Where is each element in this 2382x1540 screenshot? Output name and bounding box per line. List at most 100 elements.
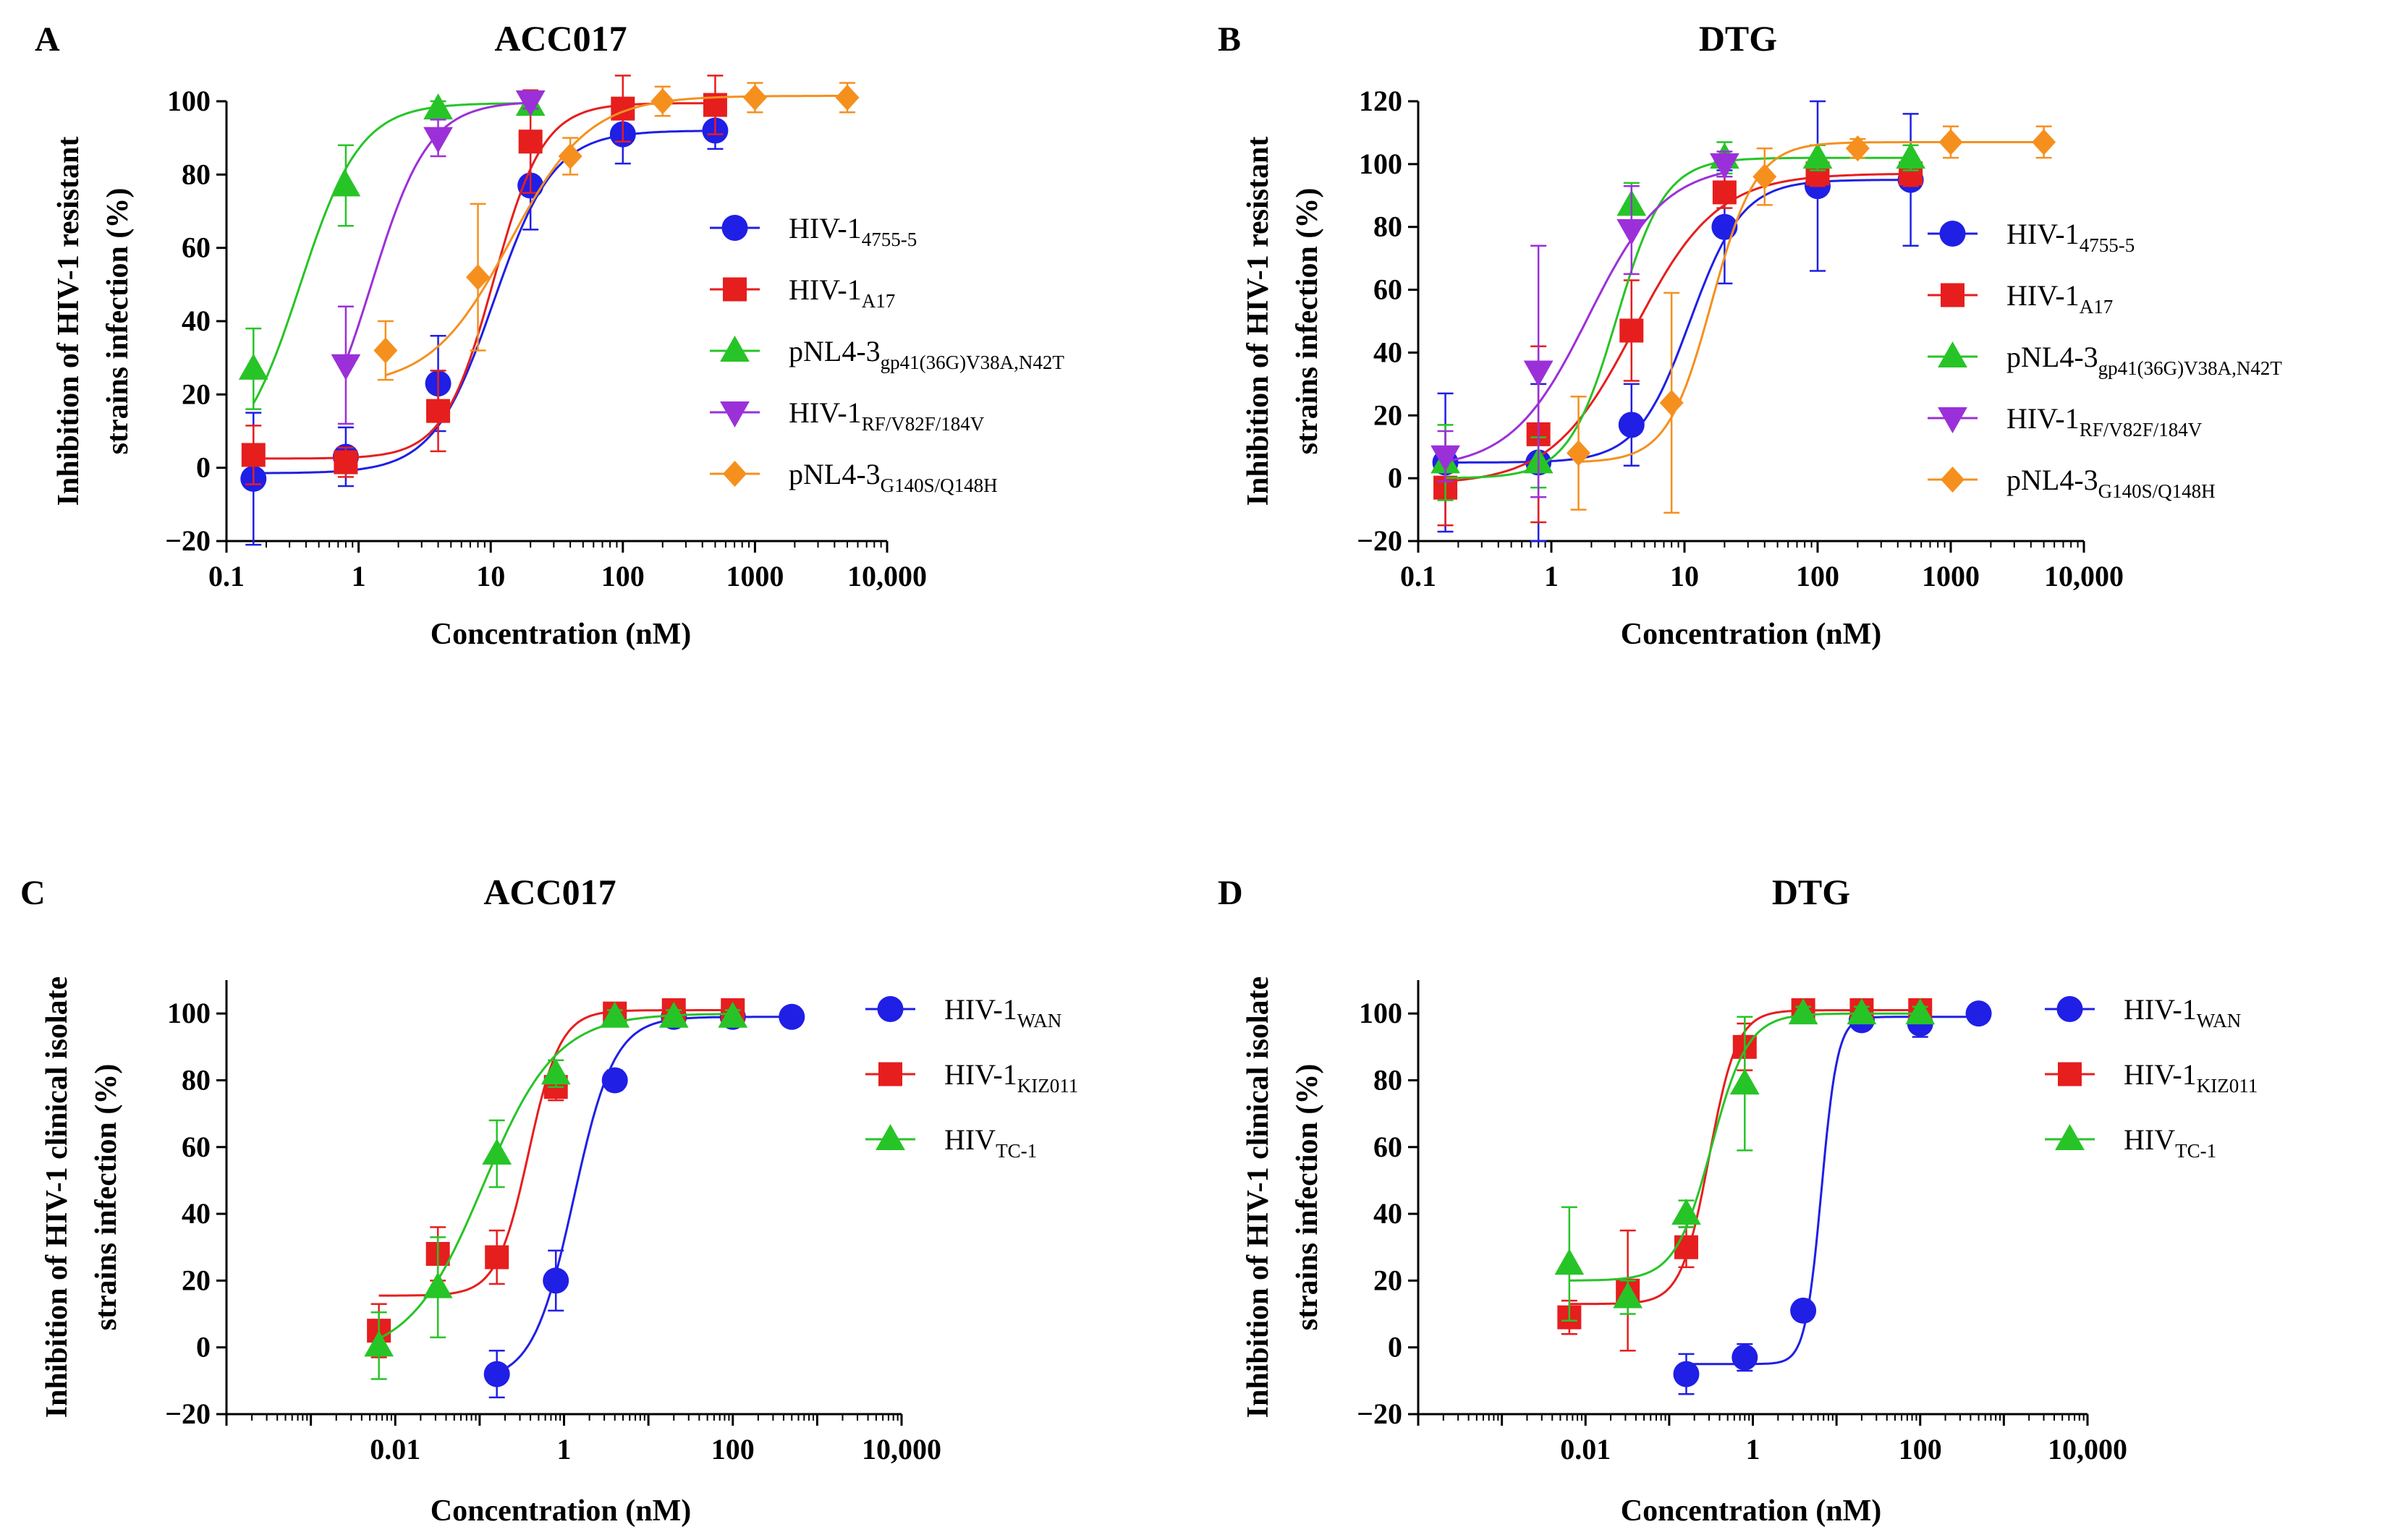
panel-c-data-point (364, 1330, 394, 1357)
panel-b-series-4 (1567, 125, 2056, 514)
panel-a-label: A (35, 20, 60, 59)
panel-b-legend-name: HIV-1 (2006, 402, 2080, 435)
panel-c-ytick-label: 20 (182, 1264, 211, 1296)
panel-a-xtick-label: 0.1 (208, 560, 245, 592)
panel-a-ytick-label: 20 (182, 378, 211, 410)
panel-a-legend-name: pNL4-3 (789, 458, 881, 490)
panel-a-legend-text: pNL4-3gp41(36G)V38A,N42T (789, 335, 1064, 373)
panel-d-legend-marker (2055, 1124, 2085, 1150)
panel-d-data-point (1732, 1344, 1758, 1371)
panel-a-legend-item-1: HIV-1A17 (710, 273, 895, 312)
panel-c-data-point (423, 1272, 453, 1298)
panel-d-legend-name: HIV (2124, 1123, 2175, 1156)
panel-d-title: DTG (1772, 872, 1850, 912)
panel-a-legend-name: HIV-1 (789, 396, 862, 429)
panel-b-xtick-label: 1000 (1922, 560, 1980, 592)
panel-c-legend-marker (878, 1062, 902, 1086)
panel-a-series-2 (238, 90, 546, 410)
panel-d-ytick-label: 80 (1373, 1063, 1402, 1096)
panel-a-legend-item-2: pNL4-3gp41(36G)V38A,N42T (710, 335, 1064, 373)
panel-c-xtick-label: 10,000 (862, 1433, 941, 1465)
panel-a-fit-curve-1 (253, 102, 716, 460)
panel-b-legend-marker (1941, 283, 1964, 307)
panel-a-legend-item-4: pNL4-3G140S/Q148H (710, 458, 998, 496)
panel-d-legend-subscript: KIZ011 (2197, 1075, 2258, 1097)
panel-b-legend-subscript: 4755-5 (2080, 234, 2135, 256)
panel-b-xtick-label: 1 (1544, 560, 1559, 592)
panel-b-ytick-label: 20 (1373, 399, 1402, 431)
panel-c-y-title-line: strains infection (%) (90, 1064, 123, 1331)
panel-a-legend-item-3: HIV-1RF/V82F/184V (710, 396, 985, 435)
panel-a-xtick-label: 100 (601, 560, 645, 592)
panel-b-series-3 (1431, 150, 1739, 498)
panel-c-series-2 (364, 1001, 748, 1380)
panel-a: A ACC017 −20 0 20 40 60 80 100 0.1 1 10 100 1000 10,00… (35, 18, 1064, 651)
panel-c-ytick-label: 60 (182, 1131, 211, 1163)
panel-b-legend-name: HIV-1 (2006, 218, 2080, 250)
panel-b-data-point (1616, 219, 1647, 246)
panel-b-legend-text: HIV-1A17 (2006, 279, 2113, 318)
panel-c-x-title: Concentration (nM) (431, 1494, 691, 1528)
panel-b-data-point (1567, 440, 1591, 467)
panel-b-data-point (1896, 142, 1926, 169)
panel-c-data-point (543, 1267, 569, 1294)
panel-a-ytick-label: 80 (182, 158, 211, 190)
panel-a-data-point (423, 93, 453, 120)
panel-a-title: ACC017 (494, 18, 627, 59)
panel-a-data-point (835, 84, 860, 111)
panel-b-y-title-line: strains infection (%) (1291, 188, 1324, 455)
panel-b-legend-name: HIV-1 (2006, 279, 2080, 312)
panel-b-data-point (1619, 318, 1644, 343)
panel-a-data-point (423, 127, 453, 153)
panel-b-legend-text: HIV-1RF/V82F/184V (2006, 402, 2203, 441)
panel-a-data-point (238, 353, 268, 380)
panel-b-label: B (1218, 20, 1241, 59)
panel-b-ytick-label: 100 (1359, 148, 1402, 180)
panel-c-xtick-label: 0.01 (370, 1433, 420, 1465)
panel-a-legend-marker (720, 336, 750, 362)
panel-c-data-point (658, 1001, 689, 1028)
panel-a-data-point (558, 143, 582, 169)
panel-b-legend-item-4: pNL4-3G140S/Q148H (1928, 464, 2216, 502)
panel-b-legend-name: pNL4-3 (2006, 341, 2098, 373)
panel-a-legend-subscript: RF/V82F/184V (862, 413, 985, 435)
panel-d-legend-name: HIV-1 (2124, 1058, 2197, 1091)
panel-d-label: D (1218, 874, 1243, 912)
panel-a-legend-marker (723, 277, 747, 302)
panel-c-title: ACC017 (483, 872, 616, 912)
panel-b-fit-curve-4 (1578, 141, 2044, 463)
panel-c-data-point (600, 1001, 630, 1028)
panel-d-data-point (1905, 998, 1936, 1025)
panel-a-fit-curve-2 (252, 102, 531, 404)
panel-a-legend-item-0: HIV-14755-5 (710, 212, 917, 250)
panel-a-data-point (515, 90, 546, 116)
panel-d-ytick-label: 0 (1388, 1331, 1402, 1364)
panel-c-legend-text: HIV-1WAN (944, 993, 1061, 1031)
panel-b-ytick-label: 60 (1373, 273, 1402, 306)
panel-d-data-point (1674, 1235, 1698, 1259)
panel-c-data-point (601, 1067, 628, 1094)
panel-a-legend-subscript: A17 (862, 290, 896, 312)
panel-b-legend-marker (1938, 341, 1967, 367)
panel-b-xtick-label: 100 (1796, 560, 1839, 592)
panel-b-fit-curve-0 (1445, 179, 1911, 464)
panel-b-legend-marker (1939, 221, 1966, 247)
panel-d-legend-item-1: HIV-1KIZ011 (2045, 1058, 2258, 1097)
panel-b-fit-curve-3 (1445, 171, 1725, 463)
panel-b-data-point (1938, 129, 1963, 156)
panel-b-data-point (1659, 389, 1684, 416)
panel-b-legend-subscript: RF/V82F/184V (2080, 419, 2203, 441)
panel-c-ytick-label: 100 (167, 997, 211, 1029)
panel-d-data-point (1673, 1361, 1700, 1387)
panel-c-ytick-label: −20 (165, 1398, 211, 1430)
panel-a-fit-curve-0 (253, 129, 716, 475)
panel-b-xtick-label: 0.1 (1400, 560, 1436, 592)
panel-d-data-point (1965, 1000, 1992, 1027)
panel-b-legend-text: HIV-14755-5 (2006, 218, 2135, 256)
panel-c-xtick-label: 100 (711, 1433, 755, 1465)
panel-a-data-point (650, 88, 675, 114)
panel-a-ytick-label: 0 (196, 451, 211, 484)
panel-b-series-1 (1433, 160, 1923, 527)
panel-d-data-point (1729, 1068, 1760, 1095)
